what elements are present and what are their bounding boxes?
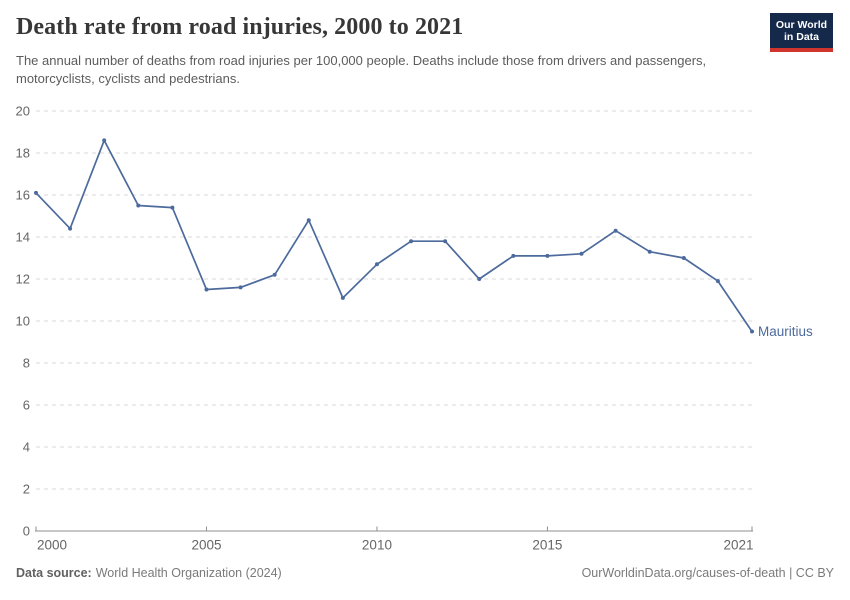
data-point [238, 285, 243, 290]
data-point [715, 279, 720, 284]
data-point [204, 287, 209, 292]
data-point [68, 226, 73, 231]
data-source-label: Data source: [16, 566, 92, 580]
page-title: Death rate from road injuries, 2000 to 2… [16, 14, 464, 40]
data-source-text: World Health Organization (2024) [95, 566, 282, 580]
y-tick-label: 16 [16, 188, 30, 203]
data-point [409, 239, 414, 244]
data-point [102, 138, 107, 143]
data-point [170, 205, 175, 210]
data-point [34, 190, 38, 195]
y-tick-label: 10 [16, 314, 30, 329]
y-tick-label: 2 [23, 482, 30, 497]
data-point [272, 272, 277, 277]
data-point [511, 253, 516, 258]
footer: Data source: World Health Organization (2… [16, 566, 834, 580]
data-point [613, 228, 618, 233]
y-tick-label: 4 [23, 440, 30, 455]
data-point [647, 249, 652, 254]
y-tick-label: 6 [23, 398, 30, 413]
data-source: Data source: World Health Organization (2… [16, 566, 282, 580]
x-tick-label: 2000 [37, 538, 67, 553]
data-point [681, 256, 686, 260]
chart-subtitle: The annual number of deaths from road in… [16, 53, 707, 86]
x-tick-label: 2021 [723, 538, 753, 553]
x-tick-label: 2015 [532, 538, 562, 553]
y-tick-label: 14 [16, 230, 30, 245]
y-tick-label: 12 [16, 272, 30, 287]
y-tick-label: 18 [16, 146, 30, 161]
x-tick-label: 2010 [362, 538, 392, 553]
owid-citation-link[interactable]: OurWorldinData.org/causes-of-death | CC … [581, 566, 834, 580]
owid-logo-line2: in Data [783, 31, 819, 43]
x-tick-label: 2005 [191, 538, 221, 553]
data-point [136, 203, 141, 208]
y-tick-label: 8 [23, 356, 30, 371]
data-line [35, 139, 753, 333]
owid-logo[interactable]: Our World in Data [770, 13, 833, 52]
data-point [545, 253, 550, 258]
y-tick-label: 20 [16, 104, 30, 119]
y-tick-label: 0 [23, 524, 30, 539]
data-point [443, 239, 448, 244]
data-point [477, 277, 482, 281]
owid-logo-line1: Our World [775, 19, 828, 31]
data-point [340, 295, 345, 300]
data-point [374, 262, 379, 267]
data-point [579, 251, 584, 256]
data-point [306, 218, 311, 223]
data-point [750, 329, 754, 334]
series-end-label: Mauritius [758, 324, 813, 339]
